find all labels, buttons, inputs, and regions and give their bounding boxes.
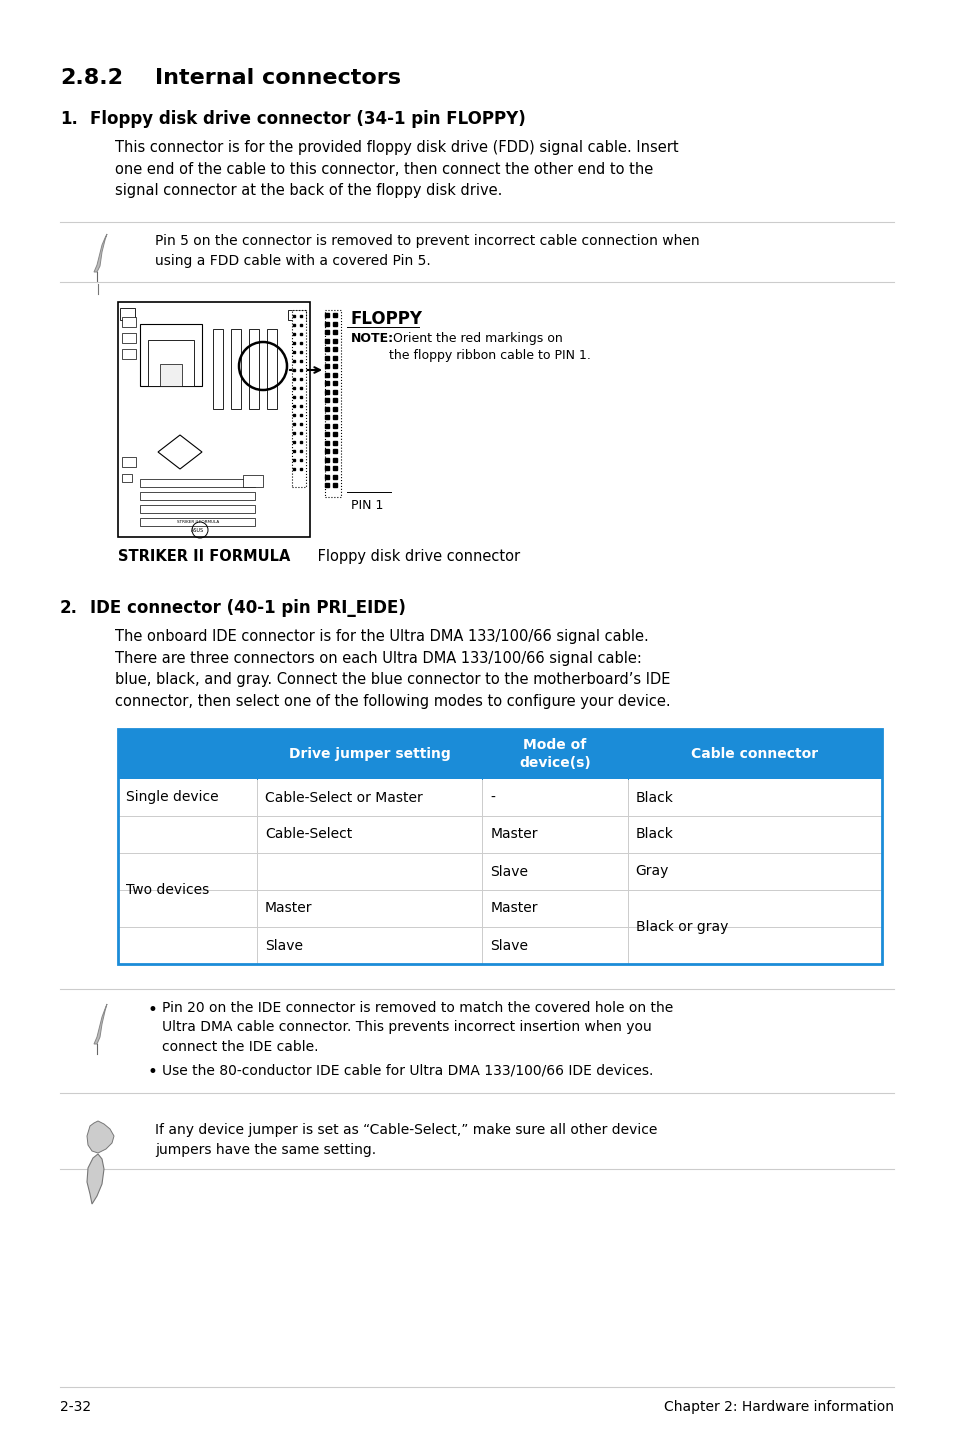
Text: STRIKER II FORMULA: STRIKER II FORMULA bbox=[176, 521, 219, 523]
Bar bbox=[140, 479, 254, 487]
Text: Pin 5 on the connector is removed to prevent incorrect cable connection when
usi: Pin 5 on the connector is removed to pre… bbox=[154, 234, 699, 267]
Text: Slave: Slave bbox=[490, 864, 528, 879]
Bar bbox=[213, 329, 223, 408]
Text: Internal connectors: Internal connectors bbox=[154, 68, 400, 88]
Bar bbox=[140, 518, 254, 526]
Text: Slave: Slave bbox=[490, 939, 528, 952]
Text: Use the 80-conductor IDE cable for Ultra DMA 133/100/66 IDE devices.: Use the 80-conductor IDE cable for Ultra… bbox=[162, 1063, 653, 1077]
Text: Pin 20 on the IDE connector is removed to match the covered hole on the
Ultra DM: Pin 20 on the IDE connector is removed t… bbox=[162, 1001, 673, 1054]
Text: FLOPPY: FLOPPY bbox=[351, 311, 422, 328]
Text: Black or gray: Black or gray bbox=[635, 920, 727, 935]
Bar bbox=[118, 779, 882, 815]
Text: Master: Master bbox=[265, 902, 313, 916]
Text: Cable-Select or Master: Cable-Select or Master bbox=[265, 791, 422, 804]
Text: Cable-Select: Cable-Select bbox=[265, 827, 352, 841]
Text: Cable connector: Cable connector bbox=[691, 746, 818, 761]
Bar bbox=[160, 364, 182, 385]
Text: Slave: Slave bbox=[265, 939, 303, 952]
Text: Floppy disk drive connector: Floppy disk drive connector bbox=[313, 549, 519, 564]
Bar bbox=[122, 457, 136, 467]
Text: If any device jumper is set as “Cable-Select,” make sure all other device
jumper: If any device jumper is set as “Cable-Se… bbox=[154, 1123, 657, 1158]
Text: IDE connector (40-1 pin PRI_EIDE): IDE connector (40-1 pin PRI_EIDE) bbox=[90, 600, 405, 617]
Bar bbox=[140, 324, 202, 385]
Text: This connector is for the provided floppy disk drive (FDD) signal cable. Insert
: This connector is for the provided flopp… bbox=[115, 139, 678, 198]
Text: 2-32: 2-32 bbox=[60, 1401, 91, 1414]
Bar bbox=[118, 928, 882, 963]
Bar bbox=[118, 890, 882, 928]
Bar bbox=[148, 339, 193, 385]
Text: 1.: 1. bbox=[60, 109, 78, 128]
Text: Gray: Gray bbox=[635, 864, 668, 879]
Polygon shape bbox=[94, 1004, 107, 1044]
Bar bbox=[249, 329, 258, 408]
Text: 2.: 2. bbox=[60, 600, 78, 617]
Text: Drive jumper setting: Drive jumper setting bbox=[289, 746, 450, 761]
Bar bbox=[325, 311, 340, 498]
Text: -: - bbox=[490, 791, 495, 804]
Text: PIN 1: PIN 1 bbox=[351, 499, 383, 512]
Text: Single device: Single device bbox=[126, 791, 218, 804]
Polygon shape bbox=[158, 436, 202, 469]
Text: Two devices: Two devices bbox=[126, 883, 209, 897]
Bar bbox=[118, 729, 882, 963]
Text: Black: Black bbox=[635, 791, 673, 804]
Bar bbox=[118, 815, 882, 853]
Text: The onboard IDE connector is for the Ultra DMA 133/100/66 signal cable.
There ar: The onboard IDE connector is for the Ult… bbox=[115, 628, 670, 709]
Bar bbox=[118, 729, 882, 779]
Text: NOTE:: NOTE: bbox=[351, 332, 394, 345]
Bar bbox=[120, 308, 135, 321]
Bar bbox=[231, 329, 241, 408]
Bar bbox=[243, 475, 263, 487]
Bar bbox=[122, 334, 136, 344]
Bar bbox=[122, 475, 132, 482]
Text: STRIKER II FORMULA: STRIKER II FORMULA bbox=[118, 549, 290, 564]
Bar bbox=[140, 492, 254, 500]
Bar bbox=[267, 329, 276, 408]
Text: Black: Black bbox=[635, 827, 673, 841]
Text: •: • bbox=[148, 1063, 157, 1081]
Bar bbox=[122, 349, 136, 360]
Bar bbox=[292, 311, 306, 487]
Text: Orient the red markings on
the floppy ribbon cable to PIN 1.: Orient the red markings on the floppy ri… bbox=[389, 332, 590, 362]
Text: •: • bbox=[148, 1001, 157, 1020]
Bar bbox=[140, 505, 254, 513]
Bar bbox=[288, 311, 306, 321]
Text: Master: Master bbox=[490, 902, 537, 916]
Text: Chapter 2: Hardware information: Chapter 2: Hardware information bbox=[663, 1401, 893, 1414]
Text: Mode of
device(s): Mode of device(s) bbox=[518, 738, 590, 769]
Text: Floppy disk drive connector (34-1 pin FLOPPY): Floppy disk drive connector (34-1 pin FL… bbox=[90, 109, 525, 128]
Bar bbox=[118, 853, 882, 890]
Text: 2.8.2: 2.8.2 bbox=[60, 68, 123, 88]
Polygon shape bbox=[87, 1122, 113, 1153]
Text: ASUS: ASUS bbox=[192, 528, 204, 533]
Bar bbox=[122, 316, 136, 326]
Text: Master: Master bbox=[490, 827, 537, 841]
Bar bbox=[118, 302, 310, 536]
Polygon shape bbox=[94, 234, 107, 272]
Polygon shape bbox=[87, 1155, 104, 1204]
